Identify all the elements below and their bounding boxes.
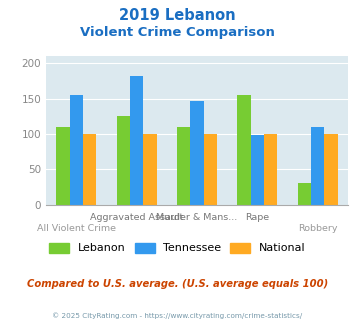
Bar: [117, 116, 130, 205]
Text: © 2025 CityRating.com - https://www.cityrating.com/crime-statistics/: © 2025 CityRating.com - https://www.city…: [53, 312, 302, 318]
Text: Rape: Rape: [245, 213, 269, 222]
Bar: [237, 95, 251, 205]
Bar: [177, 127, 190, 205]
Bar: [311, 127, 324, 205]
Text: 2019 Lebanon: 2019 Lebanon: [119, 8, 236, 23]
Bar: [56, 127, 70, 205]
Bar: [83, 134, 96, 205]
Bar: [70, 95, 83, 205]
Text: Aggravated Assault: Aggravated Assault: [90, 213, 183, 222]
Bar: [264, 134, 277, 205]
Text: Murder & Mans...: Murder & Mans...: [157, 213, 237, 222]
Bar: [251, 135, 264, 205]
Bar: [298, 183, 311, 205]
Bar: [190, 101, 204, 205]
Bar: [204, 134, 217, 205]
Text: Robbery: Robbery: [298, 224, 338, 233]
Legend: Lebanon, Tennessee, National: Lebanon, Tennessee, National: [45, 238, 310, 258]
Text: All Violent Crime: All Violent Crime: [37, 224, 116, 233]
Bar: [130, 76, 143, 205]
Bar: [324, 134, 338, 205]
Bar: [143, 134, 157, 205]
Text: Violent Crime Comparison: Violent Crime Comparison: [80, 26, 275, 39]
Text: Compared to U.S. average. (U.S. average equals 100): Compared to U.S. average. (U.S. average …: [27, 279, 328, 289]
